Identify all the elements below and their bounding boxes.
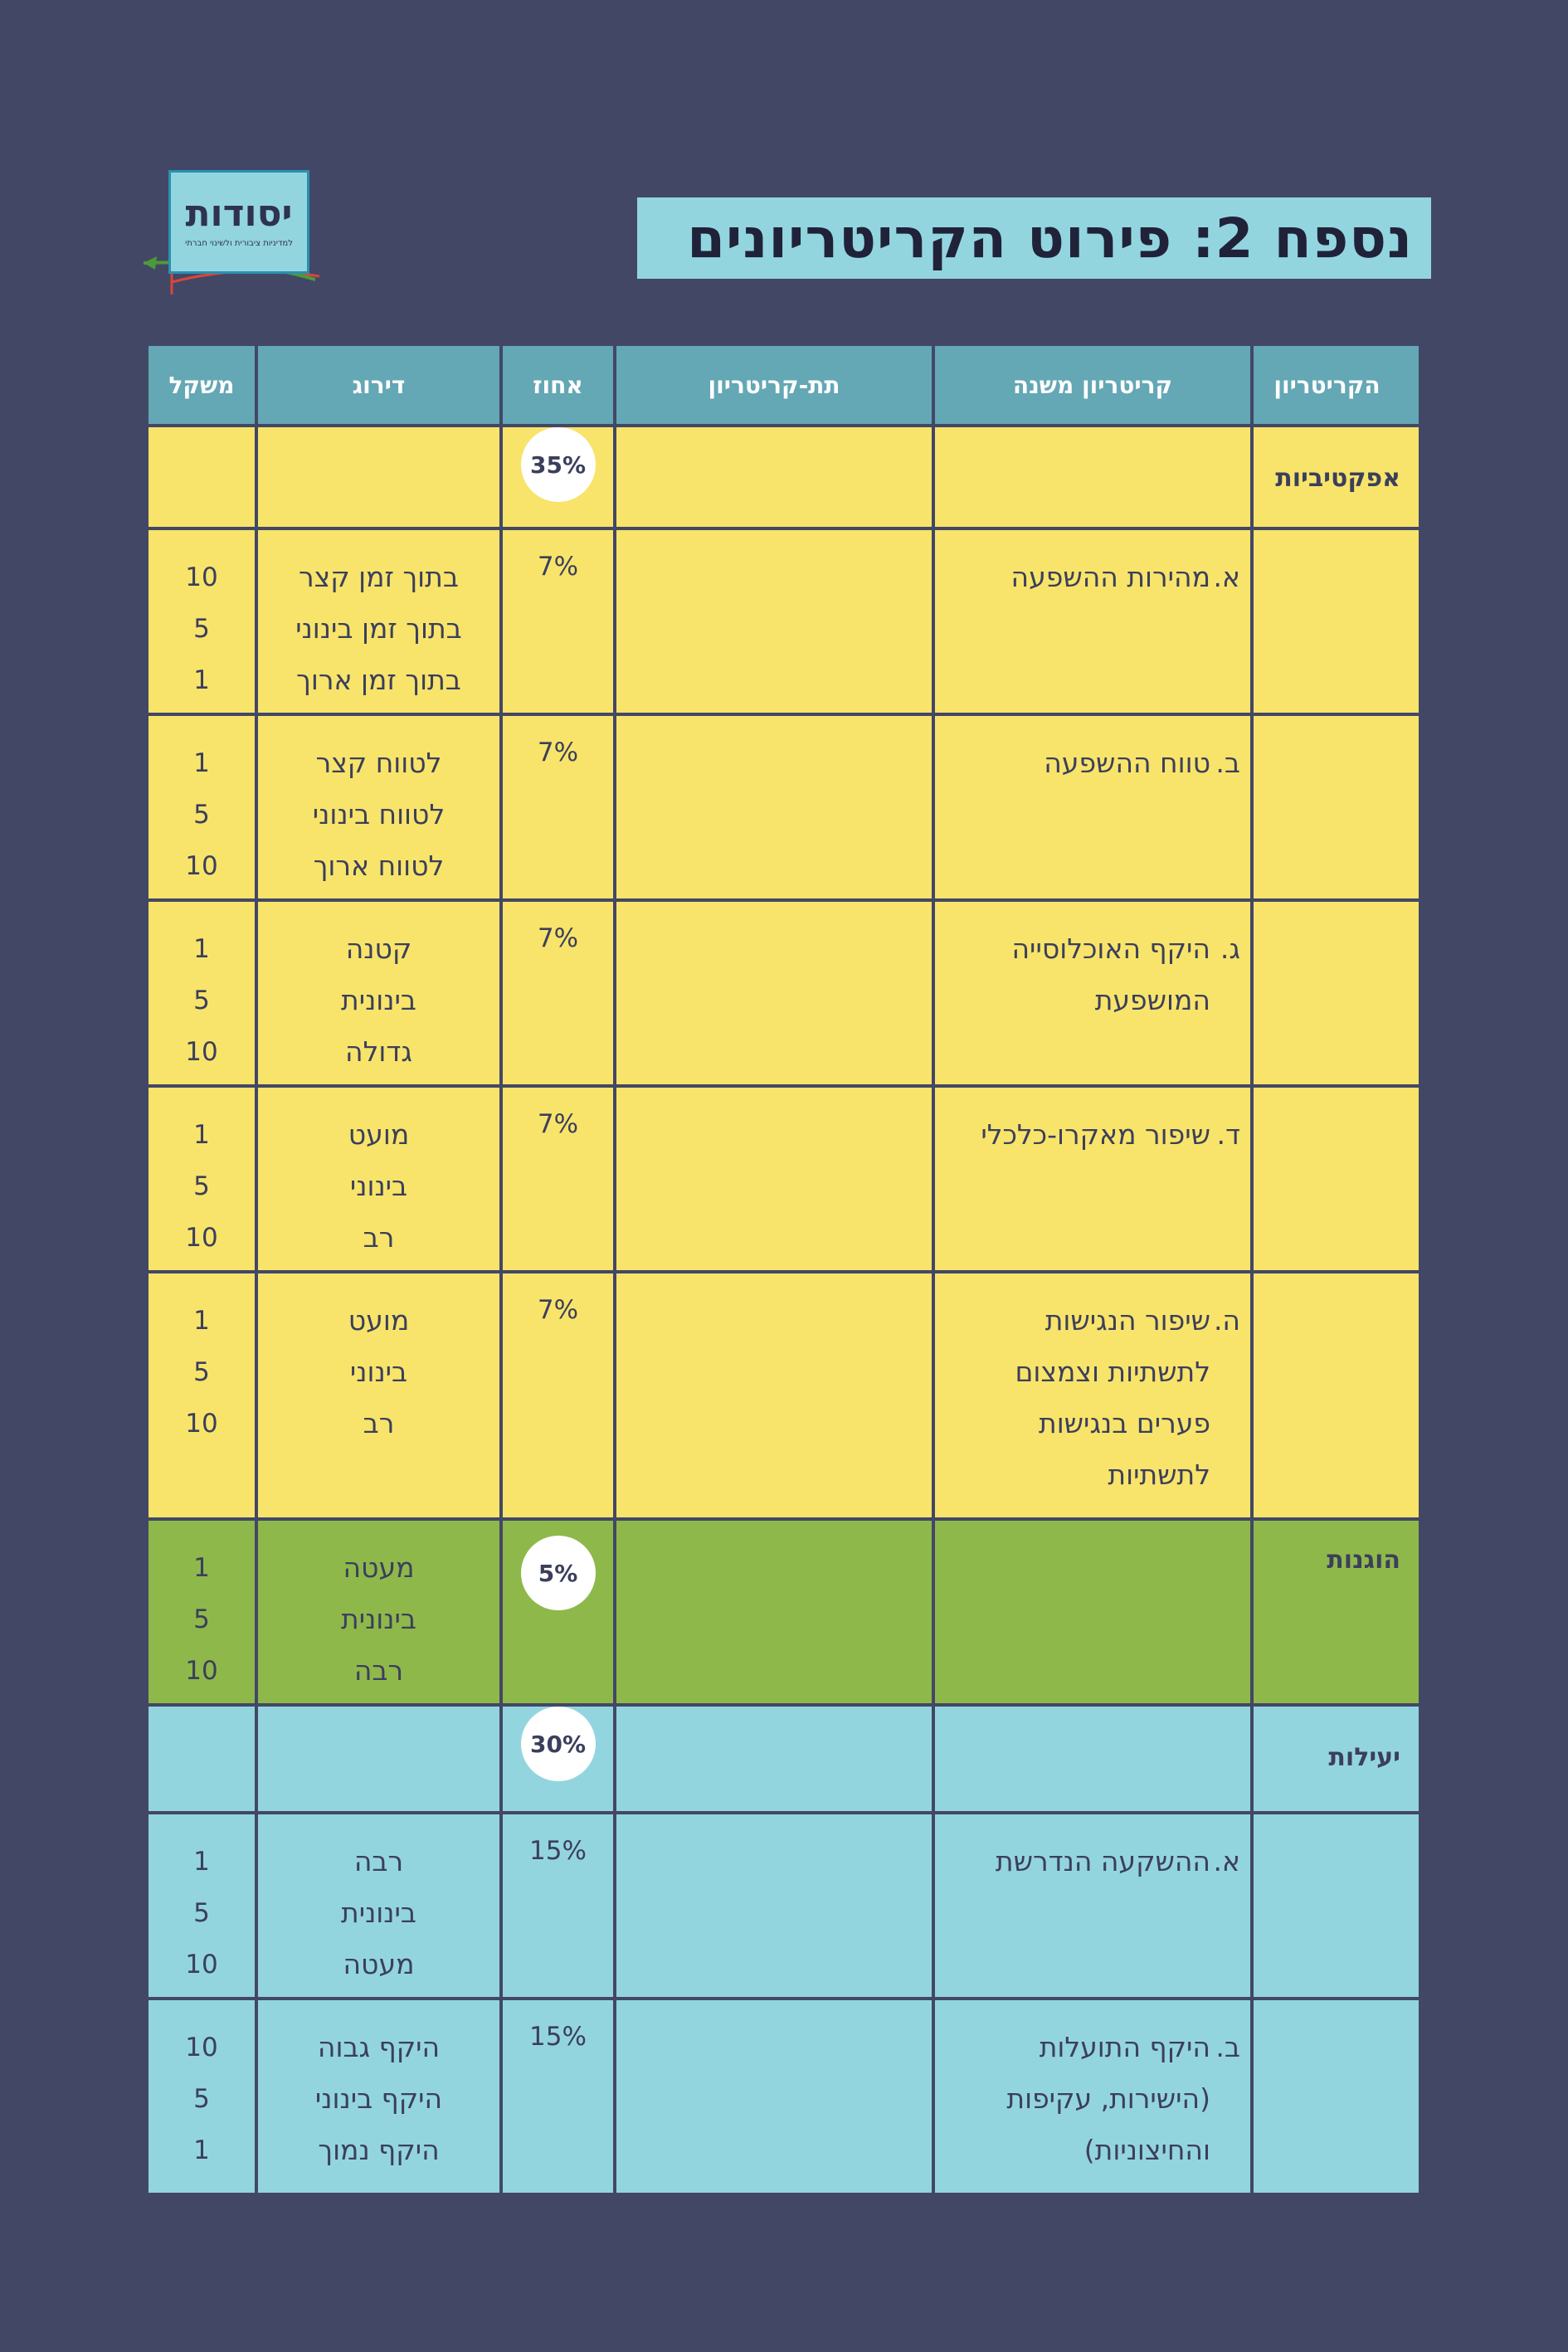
criteria-table: הקריטריון קריטריון משנה תת-קריטריון אחוז… [145,343,1422,2196]
ranking-cell: רבה בינונית מעטה [255,1811,503,2000]
percent-value: 15% [499,1997,616,2196]
percent-value: 7% [499,527,616,716]
weight-cell: 10 5 1 [145,1997,258,2196]
empty-cell [1250,898,1422,1088]
table-row: ג. היקף האוכלוסייה המושפעת 7% קטנה בינונית… [145,898,1422,1088]
table-row: א. מהירות ההשפעה 7% בתוך זמן קצר בתוך זמן … [145,527,1422,716]
secondary-criterion: ד. שיפור מאקרו-כלכלי [932,1084,1254,1273]
percent-value: 7% [499,1084,616,1273]
empty-cell [613,1084,935,1273]
secondary-criterion: א. מהירות ההשפעה [932,527,1254,716]
group-row-effectiveness: אפקטיביות 35% [145,424,1422,530]
table-row: ב. טווח ההשפעה 7% לטווח קצר לטווח בינוני לט… [145,713,1422,902]
weight-cell: 1 5 10 [145,1811,258,2000]
empty-cell [613,713,935,902]
empty-cell [613,527,935,716]
ranking-cell: בתוך זמן קצר בתוך זמן בינוני בתוך זמן ארוך [255,527,503,716]
header-percent: אחוז [499,343,616,427]
empty-cell [613,1517,935,1707]
percent-badge: 5% [520,1536,596,1610]
secondary-criterion: ב. היקף התועלות (הישירות, עקיפות והחיצוני… [932,1997,1254,2196]
empty-cell [613,1703,935,1814]
empty-cell [613,1270,935,1521]
empty-cell [145,424,258,530]
weight-cell: 1 5 10 [145,898,258,1088]
header-criterion: הקריטריון [1250,343,1422,427]
empty-cell [932,1517,1254,1707]
percent-badge: 35% [520,427,596,502]
empty-cell [145,1703,258,1814]
header-sub: תת-קריטריון [613,343,935,427]
empty-cell [613,1811,935,2000]
empty-cell [255,424,503,530]
secondary-criterion: ה. שיפור הנגישות לתשתיות וצמצום פערים בנג… [932,1270,1254,1521]
empty-cell [255,1703,503,1814]
secondary-criterion: ג. היקף האוכלוסייה המושפעת [932,898,1254,1088]
empty-cell [1250,527,1422,716]
page-title: נספח 2: פירוט הקריטריונים [687,206,1413,270]
ranking-cell: לטווח קצר לטווח בינוני לטווח ארוך [255,713,503,902]
header-secondary: קריטריון משנה [932,343,1254,427]
criterion-name: הוגנות [1250,1517,1422,1707]
weight-cell: 1 5 10 [145,1084,258,1273]
weight-cell: 1 5 10 [145,1517,258,1707]
empty-cell [1250,1084,1422,1273]
secondary-criterion: א. ההשקעה הנדרשת [932,1811,1254,2000]
table-row: ה. שיפור הנגישות לתשתיות וצמצום פערים בנג… [145,1270,1422,1521]
percent-value: 15% [499,1811,616,2000]
ranking-cell: מעטה בינונית רבה [255,1517,503,1707]
empty-cell [1250,1270,1422,1521]
ranking-cell: היקף גבוה היקף בינוני היקף נמוך [255,1997,503,2196]
percent-cell: 30% [499,1703,616,1814]
percent-cell: 35% [499,424,616,530]
ranking-cell: מועט בינוני רב [255,1270,503,1521]
percent-badge: 30% [520,1707,596,1781]
weight-cell: 1 5 10 [145,1270,258,1521]
header-ranking: דירוג [255,343,503,427]
logo-tagline: למדיניות ציבורית ולשינוי חברתי [185,239,293,248]
ranking-cell: מועט בינוני רב [255,1084,503,1273]
table-row: ד. שיפור מאקרו-כלכלי 7% מועט בינוני רב 1 5 10 [145,1084,1422,1273]
empty-cell [613,424,935,530]
logo-box: יסודות למדיניות ציבורית ולשינוי חברתי [168,170,309,274]
group-row-efficiency: יעילות 30% [145,1703,1422,1814]
table-row: ב. היקף התועלות (הישירות, עקיפות והחיצוני… [145,1997,1422,2196]
empty-cell [613,898,935,1088]
logo-word: יסודות [185,192,293,235]
logo: יסודות למדיניות ציבורית ולשינוי חברתי [137,170,319,295]
empty-cell [932,424,1254,530]
header-weight: משקל [145,343,258,427]
weight-cell: 1 5 10 [145,713,258,902]
empty-cell [932,1703,1254,1814]
table-header-row: הקריטריון קריטריון משנה תת-קריטריון אחוז… [145,343,1422,427]
percent-value: 7% [499,1270,616,1521]
percent-cell: 5% [499,1517,616,1707]
title-banner: נספח 2: פירוט הקריטריונים [637,197,1431,279]
percent-value: 7% [499,898,616,1088]
empty-cell [1250,713,1422,902]
empty-cell [1250,1811,1422,2000]
table-row: א. ההשקעה הנדרשת 15% רבה בינונית מעטה 1 5 10 [145,1811,1422,2000]
ranking-cell: קטנה בינונית גדולה [255,898,503,1088]
percent-value: 7% [499,713,616,902]
criterion-name: אפקטיביות [1250,424,1422,530]
weight-cell: 10 5 1 [145,527,258,716]
group-row-fairness: הוגנות 5% מעטה בינונית רבה 1 5 10 [145,1517,1422,1707]
secondary-criterion: ב. טווח ההשפעה [932,713,1254,902]
empty-cell [613,1997,935,2196]
empty-cell [1250,1997,1422,2196]
criterion-name: יעילות [1250,1703,1422,1814]
